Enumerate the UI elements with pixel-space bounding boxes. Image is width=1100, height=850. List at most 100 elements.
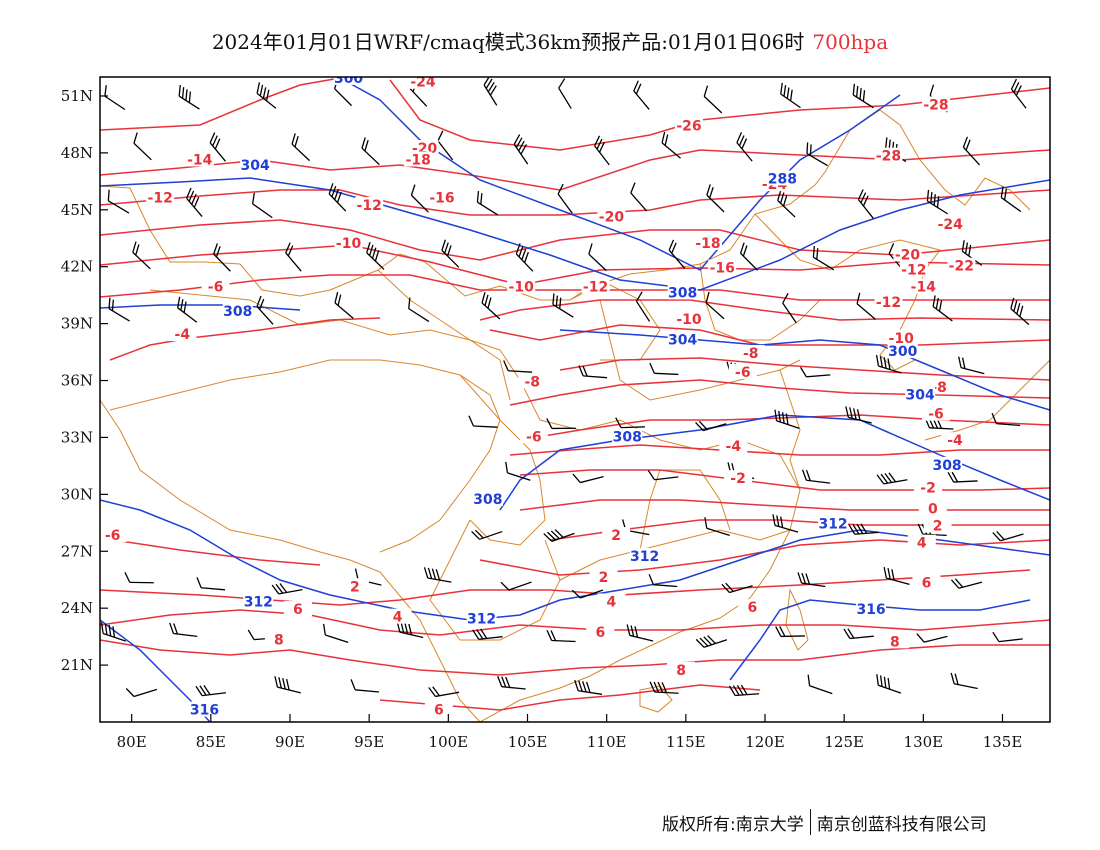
temperature-contour-label: -10	[676, 312, 702, 328]
temperature-contour-line	[100, 219, 1050, 261]
wind-barb	[437, 130, 454, 161]
wind-barb	[133, 132, 152, 161]
temperature-label-bg	[922, 96, 950, 112]
x-tick-label: 80E	[117, 733, 147, 751]
wind-barb	[647, 470, 679, 481]
x-tick-label: 85E	[196, 733, 226, 751]
wind-barb	[806, 142, 828, 167]
wind-barb	[648, 574, 678, 588]
wind-barb	[107, 189, 130, 214]
temperature-label-bg	[168, 326, 197, 341]
x-tick-label: 120E	[745, 733, 785, 751]
temperature-contour-label: 6	[595, 625, 605, 641]
wind-barb	[285, 242, 302, 272]
wind-barb	[705, 291, 725, 320]
temperature-contour-line	[100, 537, 321, 566]
wind-barb	[848, 523, 879, 535]
wind-barb	[797, 572, 826, 588]
y-tick-label: 48N	[61, 144, 93, 162]
wind-barb	[408, 297, 430, 323]
wind-barb	[594, 135, 610, 166]
province-central-2	[559, 529, 791, 581]
height-contour-label: 304	[668, 333, 697, 349]
height-contour-line	[100, 499, 1050, 621]
y-tick-label: 21N	[61, 656, 93, 674]
temperature-contour-label: -24	[410, 75, 436, 91]
temperature-contour-label: -24	[938, 217, 964, 233]
temperature-contour-line	[100, 609, 1050, 636]
height-label-bg	[887, 343, 918, 359]
wind-barb	[441, 239, 460, 268]
temperature-label-bg	[728, 363, 757, 379]
wind-barb	[571, 589, 604, 599]
temperature-contour-label: 6	[293, 602, 303, 618]
temperature-contour-label: -8	[524, 374, 540, 390]
temperature-label-bg	[507, 278, 536, 294]
wind-barb	[468, 415, 498, 428]
wind-barb	[588, 243, 607, 272]
wind-barb	[483, 77, 498, 106]
wind-barb	[932, 295, 953, 322]
temperature-contour-label: 2	[933, 519, 943, 535]
wind-barbs	[100, 77, 1030, 698]
wind-barb	[572, 473, 604, 484]
temperature-label-bg	[936, 215, 965, 231]
temperature-contour-label: 4	[917, 536, 927, 552]
wind-barb	[916, 633, 948, 643]
temperature-contour-line	[100, 77, 341, 131]
temperature-label-bg	[947, 257, 976, 273]
temperature-contour-label: -6	[208, 280, 224, 296]
wind-barb	[926, 189, 949, 215]
temperature-label-bg	[941, 432, 969, 448]
height-label-bg	[856, 601, 887, 617]
wind-barb	[252, 192, 273, 219]
temperature-label-bg	[185, 151, 214, 167]
wind-barb	[169, 622, 198, 638]
country-border-north	[100, 171, 826, 301]
wind-barb	[772, 514, 799, 533]
wind-barb	[800, 366, 831, 378]
wind-barb	[1000, 186, 1022, 213]
y-tick-label: 42N	[61, 258, 93, 276]
temperature-label-bg	[410, 140, 439, 156]
wind-barb	[626, 624, 654, 642]
temperature-contour-label: 4	[607, 594, 617, 610]
wind-barb	[481, 291, 501, 320]
copyright-company: 南京创蓝科技有限公司	[816, 814, 987, 835]
island-taiwan	[785, 588, 809, 651]
y-tick-label: 36N	[61, 372, 93, 390]
wind-barb	[178, 85, 200, 110]
temperature-label-bg	[736, 344, 765, 360]
temperature-label-bg	[893, 246, 922, 262]
wind-barb	[780, 82, 801, 109]
temperature-contour-label: -6	[735, 365, 751, 381]
wind-barb	[256, 295, 274, 325]
wind-barb	[695, 635, 728, 648]
wind-barb	[721, 582, 753, 594]
temperature-label-bg	[100, 527, 127, 543]
plot-frame	[99, 76, 1051, 723]
temperature-contour-label: 0	[928, 502, 938, 518]
wind-barb	[875, 354, 902, 374]
temperature-label-bg	[597, 593, 626, 609]
temperature-contour-label: -4	[726, 439, 742, 455]
height-label-bg	[629, 547, 660, 563]
temperature-label-bg	[887, 329, 916, 345]
height-label-bg	[767, 170, 798, 186]
wind-barb	[472, 628, 503, 640]
temperature-contour-label: 6	[434, 703, 444, 719]
temperature-label-bg	[724, 470, 753, 486]
wind-barb	[947, 471, 978, 483]
country-border-southwest	[100, 399, 481, 722]
province-central-4	[639, 469, 731, 551]
wind-barb	[630, 182, 648, 212]
province-borders	[100, 109, 1050, 722]
wind-barb	[958, 356, 985, 375]
temperature-contour-label: 2	[599, 570, 609, 586]
province-yunnan	[429, 519, 561, 641]
y-tick-label: 51N	[61, 87, 93, 105]
temperature-contour-line	[100, 189, 1050, 216]
wind-barb	[807, 674, 833, 695]
height-label-bg	[189, 701, 220, 717]
